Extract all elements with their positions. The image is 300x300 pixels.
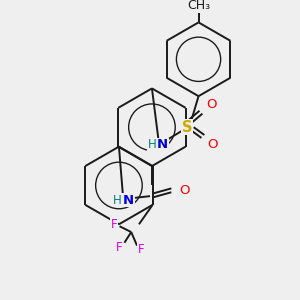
Text: F: F <box>138 243 144 256</box>
Text: N: N <box>157 138 168 151</box>
Text: CH₃: CH₃ <box>187 0 210 12</box>
Text: F: F <box>116 241 123 254</box>
Text: O: O <box>207 138 217 151</box>
Text: H: H <box>112 194 122 206</box>
Text: H: H <box>148 138 156 151</box>
Text: F: F <box>110 218 117 231</box>
Text: O: O <box>180 184 190 197</box>
Text: N: N <box>123 194 134 206</box>
Text: S: S <box>182 120 192 135</box>
Text: O: O <box>206 98 216 111</box>
